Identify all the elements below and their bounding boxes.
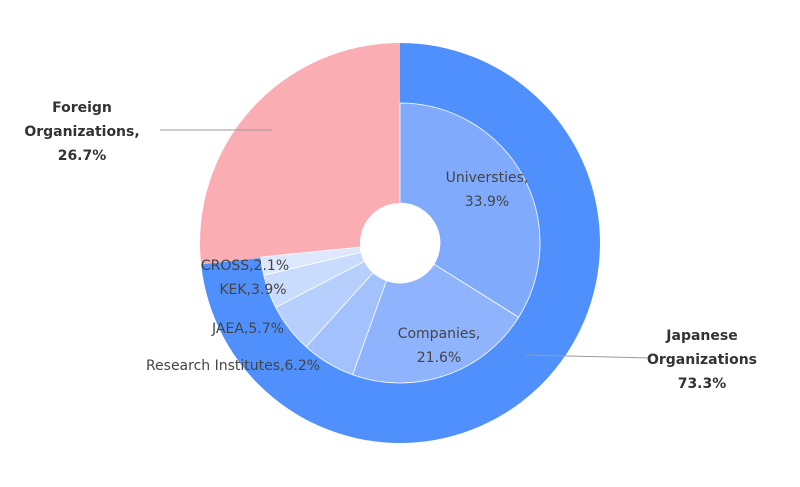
outer-label-japanese-organizations: Japanese Organizations 73.3% [647,328,757,392]
inner-label-cross: CROSS,2.1% [201,258,289,274]
donut-hole [360,203,440,283]
outer-slice-foreign-organizations [200,43,400,265]
outer-label-foreign-organizations: Foreign Organizations, 26.7% [24,100,139,164]
inner-label-research-institutes: Research Institutes,6.2% [146,358,320,374]
inner-label-kek: KEK,3.9% [219,282,286,298]
chart-labels: Japanese Organizations 73.3% Foreign Organiz… [24,100,757,392]
outer-slice-japanese-organizations [201,43,601,444]
leader-line-japanese-organizations [525,354,651,359]
inner-label-universties: Universties, 33.9% [446,170,529,210]
inner-label-jaea: JAEA,5.7% [211,321,284,337]
inner-label-companies: Companies, 21.6% [398,326,481,366]
inner-ring [260,102,541,384]
outer-ring [200,43,601,444]
